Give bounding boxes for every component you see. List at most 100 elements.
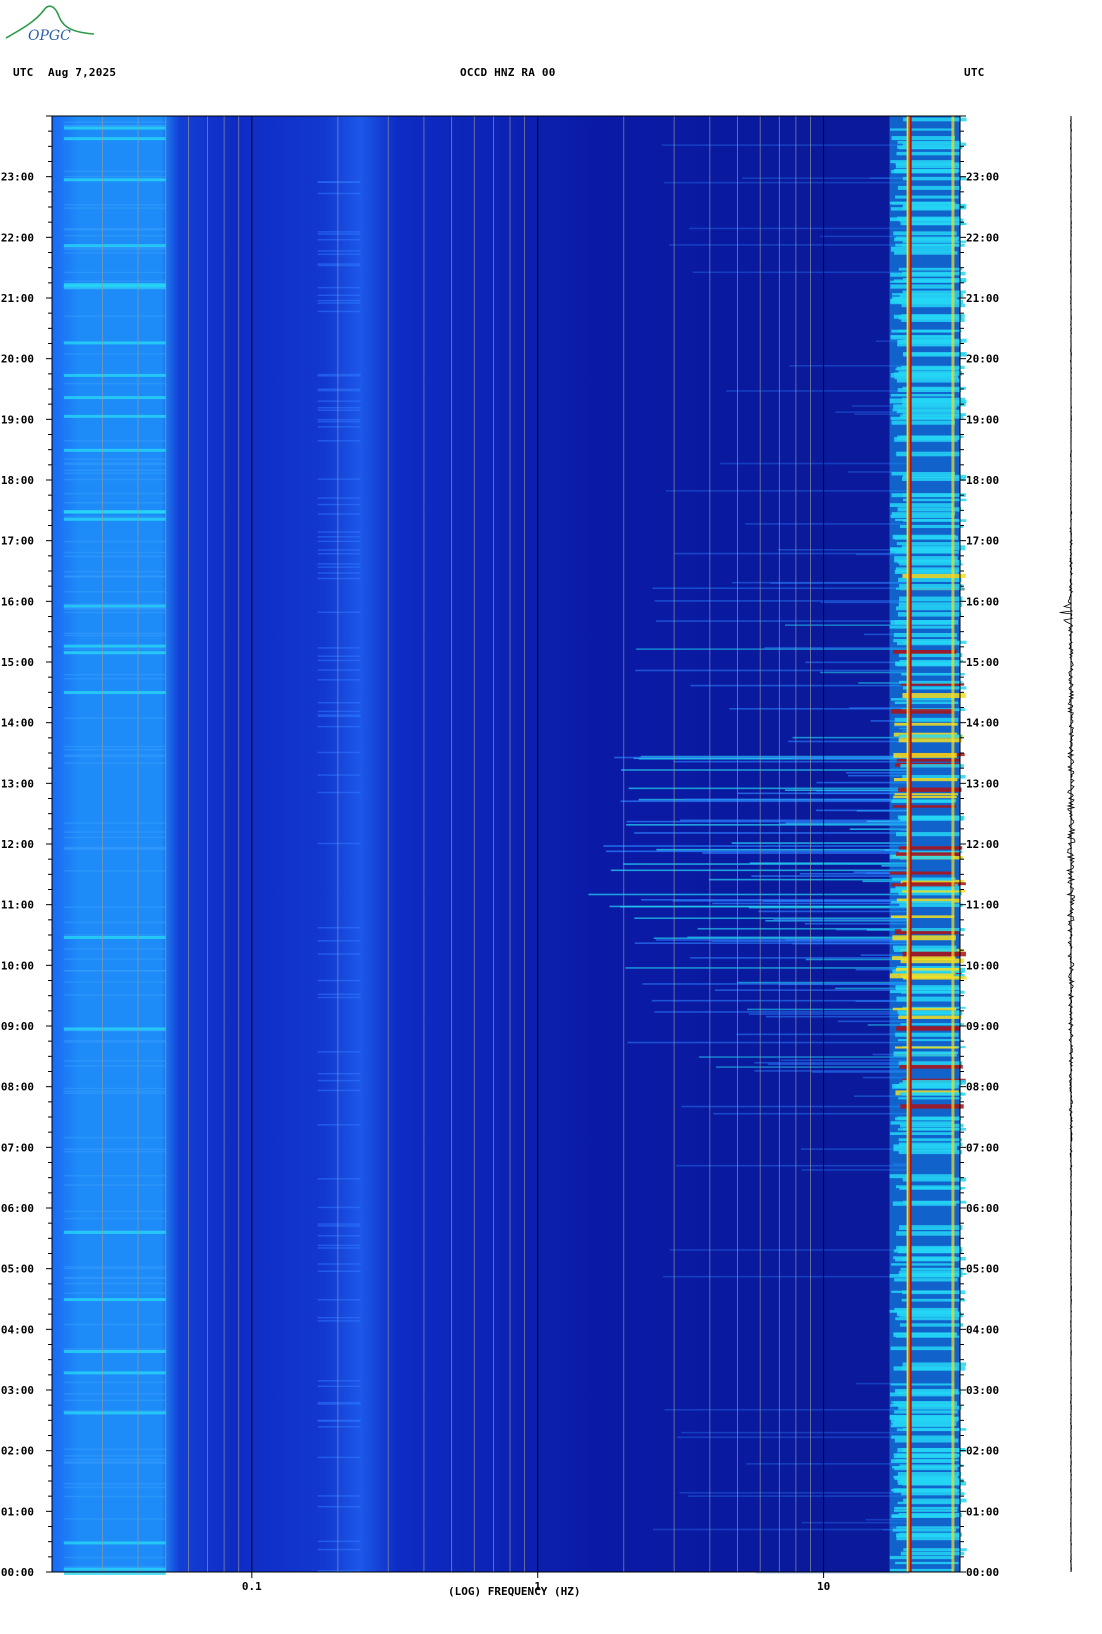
microseism-streak — [317, 238, 361, 241]
hf-burst — [891, 136, 955, 141]
noise-streak — [860, 954, 910, 956]
hf-burst — [893, 632, 958, 638]
lowfreq-streak — [63, 1230, 166, 1234]
noise-streak — [609, 905, 910, 908]
noise-streak — [676, 1164, 910, 1167]
noise-streak — [800, 1148, 910, 1150]
noise-streak — [702, 852, 910, 854]
hf-burst — [897, 1116, 962, 1121]
lowfreq-streak — [63, 1292, 166, 1294]
hf-burst — [898, 787, 962, 792]
noise-streak — [634, 832, 910, 834]
noise-streak — [652, 587, 910, 590]
hf-burst — [897, 342, 961, 347]
microseism-streak — [317, 563, 361, 565]
lowfreq-streak — [63, 1217, 166, 1220]
hf-burst — [903, 117, 967, 122]
lowfreq-streak — [63, 555, 166, 558]
noise-streak — [654, 600, 910, 602]
microseism-streak — [317, 1298, 361, 1301]
microseism-streak — [317, 1495, 361, 1497]
hf-burst — [892, 956, 956, 960]
hf-burst — [892, 877, 956, 881]
hf-burst — [901, 314, 965, 318]
noise-streak — [805, 958, 910, 961]
hf-burst — [894, 1278, 958, 1282]
noise-streak — [731, 842, 910, 844]
time-tick-label: 01:00 — [1, 1505, 34, 1518]
noise-streak — [812, 1071, 910, 1073]
hf-burst — [892, 1528, 957, 1532]
time-tick-label: 23:00 — [966, 171, 999, 184]
microseism-streak — [317, 572, 361, 574]
time-tick-label: 07:00 — [1, 1141, 34, 1154]
noise-streak — [792, 942, 910, 945]
upper-line — [951, 116, 955, 1572]
microseism-streak — [317, 1570, 361, 1572]
lowfreq-streak — [63, 472, 166, 475]
time-tick-label: 19:00 — [1, 413, 34, 426]
noise-streak — [849, 828, 910, 830]
time-tick-label: 08:00 — [1, 1081, 34, 1094]
time-tick-label: 12:00 — [1, 838, 34, 851]
hf-burst — [890, 393, 955, 397]
noise-streak — [851, 405, 910, 407]
hf-burst — [890, 1121, 955, 1125]
microseism-streak — [317, 979, 361, 982]
hf-burst — [901, 672, 965, 676]
lowfreq-streak — [63, 248, 166, 251]
lowfreq-streak — [63, 1267, 166, 1270]
noise-streak — [716, 1066, 910, 1068]
lowfreq-streak — [63, 570, 166, 573]
hf-burst — [890, 128, 954, 131]
time-tick-label: 00:00 — [966, 1566, 999, 1579]
hf-burst — [896, 1312, 961, 1317]
lowfreq-streak — [63, 1458, 166, 1461]
hf-burst — [900, 414, 964, 419]
noise-streak — [634, 942, 910, 944]
hf-burst — [892, 1201, 957, 1206]
lowfreq-streak — [63, 137, 166, 141]
microseism-streak — [317, 993, 361, 996]
hf-burst — [898, 653, 963, 658]
noise-streak — [855, 1382, 910, 1385]
time-tick-label: 02:00 — [1, 1445, 34, 1458]
lowfreq-streak — [63, 1411, 166, 1415]
lowfreq-streak — [63, 1371, 166, 1375]
time-tick-label: 10:00 — [1, 959, 34, 972]
lowfreq-streak — [63, 1348, 166, 1350]
lowfreq-streak — [63, 831, 166, 833]
noise-streak — [636, 648, 910, 650]
lowfreq-streak — [63, 1092, 166, 1095]
noise-streak — [623, 863, 910, 865]
microseism-streak — [317, 679, 361, 681]
microseism-streak — [317, 701, 361, 704]
lowfreq-streak — [63, 1184, 166, 1186]
noise-streak — [626, 820, 910, 823]
hf-burst — [896, 216, 961, 221]
hf-burst — [896, 151, 960, 156]
lowfreq-streak — [63, 948, 166, 950]
hf-burst — [900, 815, 965, 820]
lowfreq-streak — [63, 1565, 166, 1568]
noise-streak — [748, 906, 910, 909]
noise-streak — [641, 899, 910, 901]
hf-burst — [898, 891, 962, 896]
microseism-streak — [317, 1505, 361, 1508]
lowfreq-streak — [63, 501, 166, 504]
lowfreq-streak — [63, 634, 166, 637]
lowfreq-streak — [63, 516, 166, 518]
noise-streak — [804, 922, 910, 925]
microseism-streak — [317, 233, 361, 235]
lowfreq-streak — [63, 981, 166, 983]
hf-burst — [898, 1015, 962, 1019]
noise-streak — [621, 769, 910, 771]
time-tick-label: 21:00 — [966, 292, 999, 305]
microseism-streak — [317, 1263, 361, 1265]
noise-streak — [820, 671, 910, 674]
hf-burst — [894, 1046, 959, 1049]
microseism-streak — [317, 1206, 361, 1209]
noise-streak — [654, 1011, 910, 1013]
hf-burst — [897, 1251, 962, 1254]
hf-burst — [890, 1404, 954, 1407]
